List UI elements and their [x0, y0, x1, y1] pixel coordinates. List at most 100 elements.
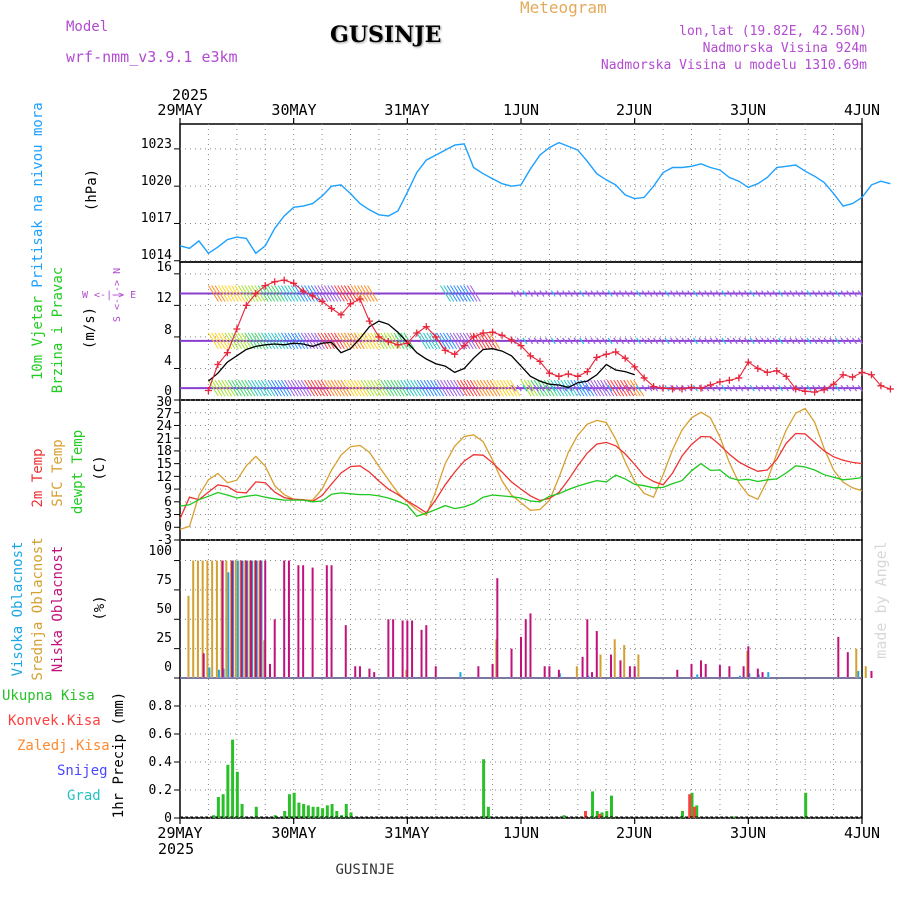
wind-direction-barb: [217, 379, 229, 397]
precip-bar: [325, 805, 329, 818]
wind-direction-barb: [367, 379, 378, 397]
gust-marker: [470, 333, 478, 341]
wind-direction-barb: [584, 290, 590, 297]
day-label-top: 3JUN: [730, 101, 766, 119]
wind-direction-barb: [257, 285, 269, 302]
wind-direction-barb: [237, 285, 249, 302]
wind-direction-barb: [738, 290, 744, 297]
cloud-bar: [496, 578, 499, 678]
wind-direction-barb: [738, 384, 744, 392]
gust-marker: [413, 329, 421, 337]
day-label-top: 1JUN: [503, 101, 539, 119]
cloud-bar: [637, 654, 640, 678]
cloud-bar: [586, 619, 589, 678]
wind-direction-barb: [533, 290, 539, 297]
wind-direction-barb: [367, 285, 378, 302]
wind-direction-barb: [620, 379, 631, 397]
wind-direction-barb: [390, 379, 402, 397]
cloud-tick: 25: [156, 631, 172, 646]
wind-direction-barb: [761, 290, 767, 297]
wind-direction-barb: [330, 285, 342, 302]
wind-direction-barb: [211, 285, 223, 302]
wind-direction-barb: [499, 379, 511, 397]
wind-tick: 16: [156, 260, 172, 275]
wind-direction-barb: [314, 379, 325, 397]
gust-marker: [460, 342, 468, 350]
wind-direction-barb: [287, 332, 299, 350]
wind-direction-barb: [317, 285, 329, 302]
wind-direction-barb: [466, 285, 478, 302]
wind-direction-barb: [469, 379, 481, 397]
wind-direction-barb: [327, 379, 339, 397]
wind-direction-barb: [327, 332, 339, 350]
wind-direction-barb: [267, 379, 279, 397]
wind-direction-barb: [489, 332, 501, 350]
cloud-bar: [187, 595, 190, 678]
wind-direction-barb: [670, 290, 676, 297]
wind-direction-barb: [817, 337, 823, 345]
wind-direction-barb: [403, 379, 415, 397]
wind-compass-ew: S <-|-> N: [112, 268, 123, 322]
wind-direction-barb: [406, 379, 418, 397]
wind-direction-barb: [370, 332, 382, 350]
wind-direction-barb: [732, 337, 738, 345]
wind-direction-barb: [852, 337, 858, 345]
wind-direction-barb: [453, 379, 465, 397]
precip-bar: [605, 811, 609, 818]
wind-direction-barb: [317, 332, 329, 350]
wind-direction-barb: [413, 379, 425, 397]
cloud-bar: [330, 565, 333, 678]
wind-direction-barb: [539, 290, 545, 297]
wind-direction-barb: [704, 290, 710, 297]
wind-direction-barb: [511, 290, 517, 297]
wind-direction-barb: [557, 379, 568, 397]
wind-direction-barb: [247, 379, 259, 397]
wind-direction-barb: [726, 290, 732, 297]
temp-tick: 18: [156, 444, 172, 459]
precip-bar: [804, 792, 808, 818]
wind-direction-barb: [237, 332, 249, 350]
wind-direction-barb: [459, 285, 471, 302]
wind-direction-barb: [294, 379, 306, 397]
pressure-label: Pritisak na nivou mora: [30, 102, 46, 287]
wind-direction-barb: [528, 337, 534, 345]
wind-direction-barb: [516, 290, 522, 297]
wind-direction-barb: [420, 379, 432, 397]
wind-direction-barb: [317, 379, 329, 397]
wind-direction-barb: [347, 285, 359, 302]
wind-direction-barb: [377, 379, 388, 397]
gust-marker: [659, 384, 667, 392]
wind-direction-barb: [304, 379, 315, 397]
gust-marker: [309, 292, 317, 300]
wind-direction-barb: [254, 379, 266, 397]
wind-direction-barb: [284, 332, 296, 350]
wind-direction-barb: [596, 379, 608, 397]
precip-label-snow: Snijeg: [57, 763, 108, 779]
precip-bar: [681, 811, 685, 818]
wind-direction-barb: [227, 379, 239, 397]
wind-direction-barb: [681, 290, 687, 297]
wind-direction-barb: [343, 379, 355, 397]
gust-marker: [858, 368, 866, 376]
wind-direction-barb: [823, 337, 829, 345]
temp-tick: 21: [156, 432, 172, 447]
wind-direction-barb: [227, 285, 239, 302]
wind-direction-barb: [224, 332, 236, 350]
wind-direction-barb: [227, 332, 239, 350]
gust-marker: [555, 372, 563, 380]
wind-direction-barb: [523, 379, 535, 397]
wind-direction-barb: [459, 379, 471, 397]
wind-direction-barb: [778, 384, 784, 392]
cloud-bar: [264, 560, 267, 678]
wind-direction-barb: [496, 379, 508, 397]
pressure-tick: 1023: [141, 137, 172, 152]
gust-marker: [536, 357, 544, 365]
cloud-bar: [196, 560, 199, 678]
cloud-bar: [202, 653, 205, 678]
wind-direction-barb: [511, 384, 517, 392]
gust-marker: [451, 350, 459, 358]
wind-direction-barb: [363, 332, 375, 350]
wind-direction-barb: [806, 290, 812, 297]
cloud-bar: [420, 629, 423, 678]
wind-direction-barb: [423, 332, 434, 350]
